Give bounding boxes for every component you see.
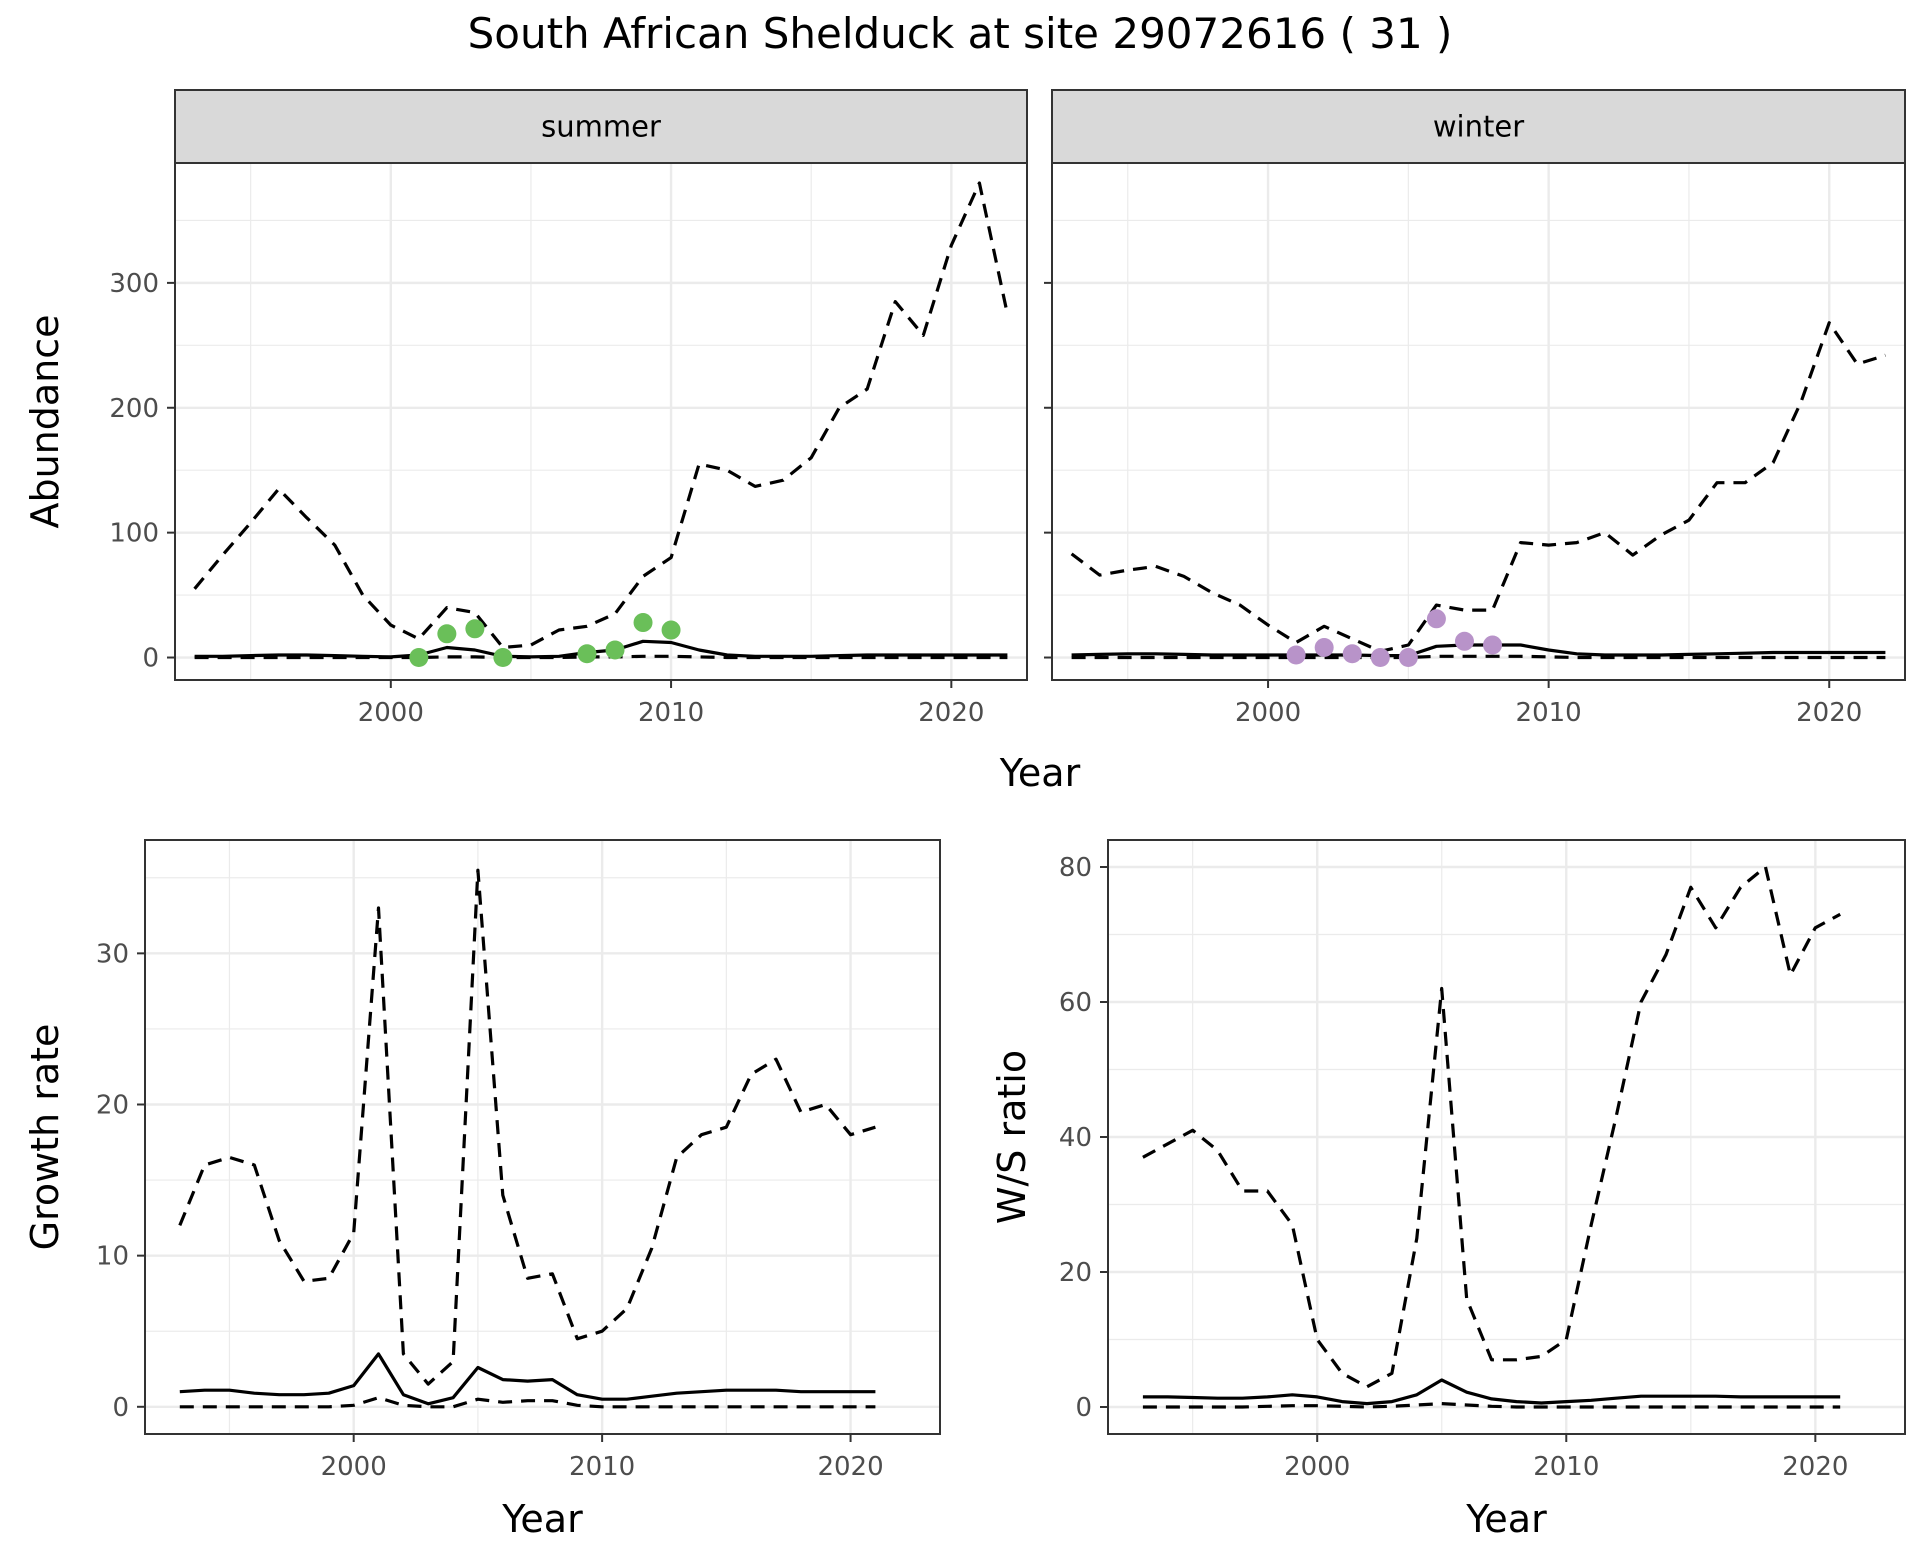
data-point: [633, 613, 653, 633]
x-tick-label: 2000: [1235, 698, 1301, 728]
x-axis-title-shared: Year: [999, 751, 1081, 795]
data-point: [1342, 644, 1362, 664]
x-tick-label: 2020: [1782, 1452, 1848, 1482]
series-line-1: [1071, 643, 1886, 658]
series-line-3: [1142, 1402, 1841, 1409]
facet-strip: [1051, 89, 1906, 164]
series-line-3: [1071, 654, 1886, 660]
facet-strip-label: winter: [1433, 110, 1524, 144]
data-point: [1286, 645, 1306, 665]
y-tick-label: 40: [1059, 1123, 1092, 1153]
data-point: [1426, 609, 1446, 629]
plot-background: [175, 163, 1027, 680]
x-axis-title: Year: [1465, 1497, 1547, 1541]
series-line-3: [179, 1396, 876, 1409]
y-axis-title: W/S ratio: [990, 1050, 1034, 1224]
grid: [175, 163, 1027, 680]
x-tick-label: 2020: [1796, 698, 1862, 728]
y-tick-label: 20: [1059, 1258, 1092, 1288]
y-tick-label: 0: [112, 1393, 129, 1423]
series-line-1: [1142, 1378, 1841, 1406]
panel-border: [144, 839, 941, 1435]
series-line-1: [194, 639, 1008, 659]
y-axis-title: Growth rate: [23, 1024, 67, 1251]
panel-winter: winter 2000 2010 2020: [1044, 89, 1906, 728]
y-tick-label: 200: [109, 394, 159, 424]
data-point: [465, 619, 485, 639]
x-tick-label: 2000: [358, 698, 424, 728]
x-tick-label: 2010: [638, 698, 704, 728]
series-line-1: [179, 1352, 876, 1406]
y-tick-label: 80: [1059, 853, 1092, 883]
data-point: [1454, 631, 1474, 651]
series-line-2: [1142, 865, 1841, 1389]
x-tick-label: 2010: [1516, 698, 1582, 728]
y-axis-title: Abundance: [23, 314, 67, 528]
series-line-2: [193, 181, 1009, 650]
x-tick-label: 2020: [918, 698, 984, 728]
x-tick-label: 2010: [1533, 1452, 1599, 1482]
data-point: [1370, 648, 1390, 668]
data-point: [605, 640, 625, 660]
plot-background: [145, 840, 940, 1434]
y-tick-label: 100: [109, 519, 159, 549]
y-tick-label: 300: [109, 269, 159, 299]
x-tick-label: 2000: [1284, 1452, 1350, 1482]
facet-strip: [174, 89, 1028, 164]
x-tick-label: 2000: [321, 1452, 387, 1482]
data-points: [409, 613, 681, 668]
series-line-3: [194, 654, 1008, 660]
plot-background: [1052, 163, 1905, 680]
panel-growth: 2000 2010 2020 0 10 20 30 Year Growth rate: [23, 839, 941, 1541]
data-point: [1483, 635, 1503, 655]
y-tick-label: 60: [1059, 988, 1092, 1018]
y-tick-label: 0: [1075, 1393, 1092, 1423]
facet-strip-label: summer: [541, 110, 661, 144]
figure-title: South African Shelduck at site 29072616 …: [468, 9, 1453, 58]
y-tick-label: 0: [142, 644, 159, 674]
x-axis-title: Year: [501, 1497, 583, 1541]
panel-ws_ratio: 2000 2010 2020 0 20 40 60 80 Year W/S ratio: [990, 839, 1906, 1541]
x-tick-label: 2020: [817, 1452, 883, 1482]
data-point: [1398, 648, 1418, 668]
data-point: [1314, 638, 1334, 658]
series-line-2: [1070, 321, 1886, 653]
data-point: [409, 648, 429, 668]
x-tick-label: 2010: [569, 1452, 635, 1482]
data-point: [577, 644, 597, 664]
y-tick-label: 20: [96, 1091, 129, 1121]
data-point: [437, 624, 457, 644]
panel-summer: summer 2000 2010 2020 0 100 200 300 Abundance: [23, 89, 1028, 728]
y-tick-label: 30: [96, 939, 129, 969]
series-line-2: [178, 868, 876, 1386]
data-point: [493, 648, 513, 668]
data-points: [1286, 609, 1503, 668]
data-point: [661, 620, 681, 640]
y-tick-label: 10: [96, 1242, 129, 1272]
